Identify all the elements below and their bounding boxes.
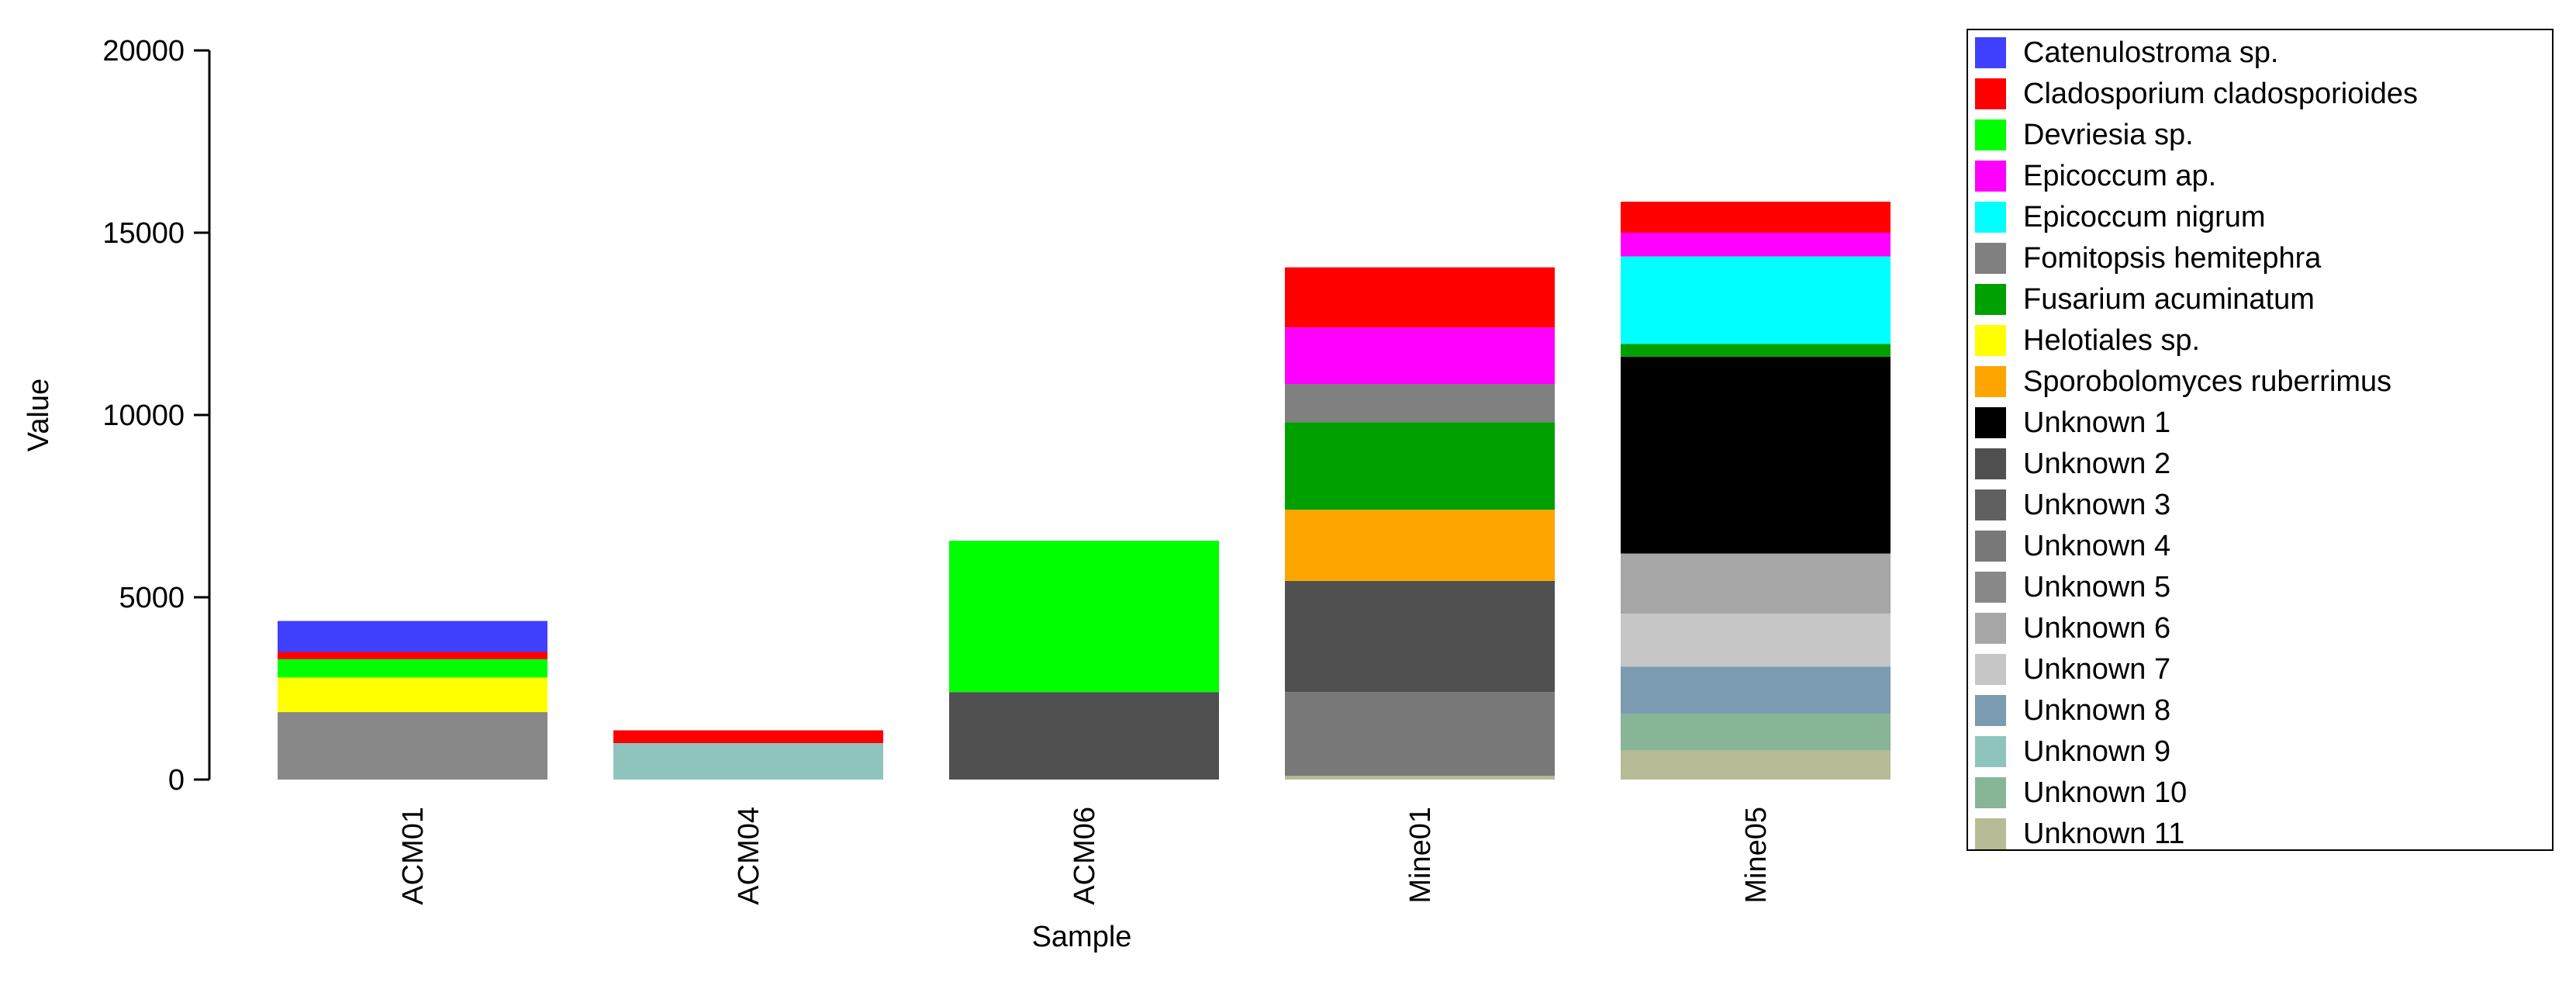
legend-swatch bbox=[1975, 572, 2006, 603]
legend-label: Unknown 1 bbox=[2023, 406, 2170, 439]
legend-label: Unknown 4 bbox=[2023, 530, 2170, 562]
bar-segment-mine05-epicoccum-ap bbox=[1621, 233, 1891, 257]
legend-swatch bbox=[1975, 531, 2006, 562]
legend-label: Unknown 3 bbox=[2023, 489, 2170, 521]
bar-segment-acm04-unknown-9 bbox=[613, 743, 883, 780]
y-tick-label: 0 bbox=[168, 764, 185, 797]
bar-segment-mine01-unknown-2 bbox=[1285, 580, 1555, 693]
legend-swatch bbox=[1975, 736, 2006, 767]
bar-segment-mine01-cladosporium-cladosporioides bbox=[1285, 267, 1555, 328]
bar-segment-mine05-unknown-6 bbox=[1621, 553, 1891, 614]
legend-label: Cladosporium cladosporioides bbox=[2023, 78, 2418, 110]
x-axis-label: Sample bbox=[1032, 921, 1132, 953]
legend-swatch bbox=[1975, 695, 2006, 726]
legend-swatch bbox=[1975, 284, 2006, 315]
legend-label: Unknown 7 bbox=[2023, 653, 2170, 686]
bar-segment-acm06-devriesia-sp bbox=[949, 541, 1219, 693]
legend-swatch bbox=[1975, 243, 2006, 274]
bar-segment-mine01-unknown-4 bbox=[1285, 692, 1555, 776]
bar-segment-acm01-catenulostroma-sp bbox=[278, 621, 547, 652]
legend-swatch bbox=[1975, 119, 2006, 150]
legend-label: Unknown 8 bbox=[2023, 694, 2170, 727]
legend-label: Unknown 10 bbox=[2023, 776, 2187, 809]
legend-label: Unknown 2 bbox=[2023, 448, 2170, 480]
y-tick-label: 5000 bbox=[119, 582, 185, 614]
legend-label: Devriesia sp. bbox=[2023, 119, 2194, 151]
bar-segment-mine05-unknown-10 bbox=[1621, 714, 1891, 751]
bar-segment-mine05-unknown-7 bbox=[1621, 614, 1891, 667]
x-tick-label: ACM04 bbox=[733, 807, 765, 905]
bar-segment-mine05-cladosporium-cladosporioides bbox=[1621, 202, 1891, 233]
x-ticks: ACM01 ACM04 ACM06 Mine01 Mine05 bbox=[397, 807, 1773, 905]
bar-segment-mine05-fusarium-acuminatum bbox=[1621, 344, 1891, 357]
legend-label: Unknown 6 bbox=[2023, 612, 2170, 645]
bar-segment-mine01-fomitopsis-hemitephra bbox=[1285, 384, 1555, 423]
legend-label: Fusarium acuminatum bbox=[2023, 283, 2315, 316]
legend-swatch bbox=[1975, 202, 2006, 233]
y-ticks: 0 5000 10000 15000 20000 bbox=[102, 35, 209, 797]
legend-label: Helotiales sp. bbox=[2023, 324, 2200, 357]
legend-swatch bbox=[1975, 654, 2006, 685]
bar-segment-mine01-sporobolomyces-ruberrimus bbox=[1285, 510, 1555, 581]
legend-swatch bbox=[1975, 366, 2006, 397]
legend-label: Catenulostroma sp. bbox=[2023, 36, 2279, 69]
legend-swatch bbox=[1975, 78, 2006, 109]
bar-segment-acm01-helotiales-sp bbox=[278, 677, 547, 713]
bar-segment-acm06-unknown-2 bbox=[949, 692, 1219, 780]
legend-label: Unknown 5 bbox=[2023, 571, 2170, 603]
bar-segment-acm01-devriesia-sp bbox=[278, 659, 547, 678]
y-tick-label: 15000 bbox=[102, 217, 185, 250]
legend-swatch bbox=[1975, 777, 2006, 808]
x-tick-label: ACM01 bbox=[397, 807, 430, 905]
legend-swatch bbox=[1975, 613, 2006, 644]
bar-segment-mine01-epicoccum-ap bbox=[1285, 327, 1555, 385]
bar-segment-mine01-unknown-11 bbox=[1285, 776, 1555, 780]
legend-swatch bbox=[1975, 489, 2006, 520]
x-tick-label: Mine01 bbox=[1404, 807, 1437, 904]
bar-segment-mine05-epicoccum-nigrum bbox=[1621, 256, 1891, 344]
x-tick-label: ACM06 bbox=[1069, 807, 1101, 905]
legend: Catenulostroma sp. Cladosporium cladospor… bbox=[1967, 29, 2554, 851]
legend-swatch bbox=[1975, 448, 2006, 479]
legend-label: Fomitopsis hemitephra bbox=[2023, 242, 2322, 275]
bar-segment-mine05-unknown-8 bbox=[1621, 666, 1891, 714]
legend-swatch bbox=[1975, 407, 2006, 438]
bar-segment-acm04-cladosporium-cladosporioides bbox=[613, 730, 883, 743]
legend-label: Epicoccum nigrum bbox=[2023, 201, 2266, 233]
legend-swatch bbox=[1975, 325, 2006, 356]
bar-segment-mine05-unknown-11 bbox=[1621, 750, 1891, 780]
legend-swatch bbox=[1975, 818, 2006, 849]
legend-label: Unknown 11 bbox=[2023, 818, 2184, 850]
legend-box bbox=[1967, 29, 2554, 851]
legend-swatch bbox=[1975, 161, 2006, 192]
y-tick-label: 20000 bbox=[102, 35, 185, 67]
bar-segment-acm01-unknown-5 bbox=[278, 712, 547, 780]
bar-segment-acm01-cladosporium-cladosporioides bbox=[278, 652, 547, 659]
bars-layer bbox=[278, 202, 1891, 780]
x-tick-label: Mine05 bbox=[1740, 807, 1773, 904]
legend-label: Unknown 9 bbox=[2023, 735, 2170, 768]
legend-label: Epicoccum ap. bbox=[2023, 160, 2216, 192]
legend-swatch bbox=[1975, 37, 2006, 68]
y-axis-label: Value bbox=[22, 379, 55, 451]
bar-segment-mine05-unknown-1 bbox=[1621, 356, 1891, 554]
legend-label: Sporobolomyces ruberrimus bbox=[2023, 365, 2391, 398]
bar-segment-mine01-fusarium-acuminatum bbox=[1285, 422, 1555, 510]
y-tick-label: 10000 bbox=[102, 399, 185, 432]
